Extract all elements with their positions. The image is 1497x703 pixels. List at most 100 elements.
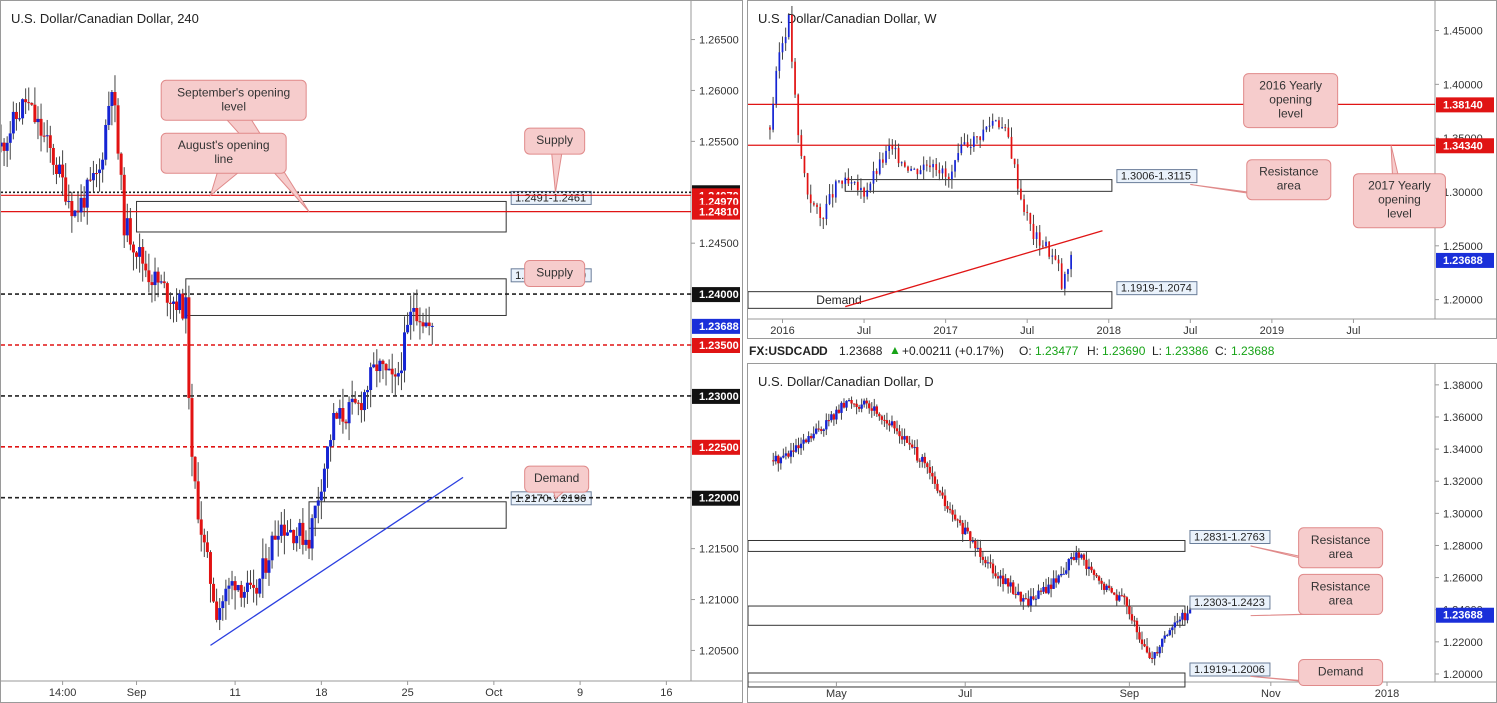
candle-body	[107, 105, 111, 125]
daily-chart-title: U.S. Dollar/Canadian Dollar, D	[758, 374, 934, 389]
candle-body	[187, 297, 191, 399]
candle-body	[1019, 591, 1022, 602]
candle-body	[988, 125, 991, 127]
candle-body	[802, 439, 805, 444]
candle-body	[941, 168, 944, 174]
candle-body	[963, 142, 966, 145]
candle-body	[794, 445, 798, 452]
candle-body	[36, 118, 40, 123]
candle-body	[797, 94, 800, 136]
candle-body	[258, 578, 262, 594]
candle-body	[872, 171, 875, 184]
zone-label: 1.2170-1.2196	[515, 493, 586, 505]
daily-chart-panel[interactable]: U.S. Dollar/Canadian Dollar, D 1.38000 1.…	[747, 363, 1497, 703]
price-axis-label-bg	[692, 388, 740, 404]
candle-body	[344, 421, 348, 424]
candle-body	[835, 409, 838, 420]
candle-body	[1010, 136, 1013, 159]
h4-chart-panel[interactable]: U.S. Dollar/Canadian Dollar, 240 1.26500…	[0, 0, 743, 703]
callout-text: Resistance	[1311, 533, 1371, 547]
candle-body	[847, 399, 851, 401]
candle-body	[769, 127, 771, 130]
h4-chart-svg[interactable]: 1.265001.260001.255001.250001.245001.240…	[1, 1, 742, 702]
y-tick-label: 1.20500	[699, 645, 739, 657]
zone-box	[748, 539, 1186, 552]
candle-body	[242, 591, 246, 598]
candle-body	[974, 540, 977, 549]
candle-body	[399, 370, 403, 374]
candle-body	[1118, 595, 1121, 601]
candle-body	[900, 162, 903, 164]
candle-body	[91, 173, 95, 181]
candle-body	[803, 156, 806, 174]
candle-body	[1024, 598, 1028, 600]
candle-body	[888, 423, 891, 426]
callout-text: 2016 Yearly	[1259, 79, 1322, 93]
weekly-chart-panel[interactable]: U.S. Dollar/Canadian Dollar, W 1.45000 1.…	[747, 0, 1497, 339]
candle-body	[813, 203, 815, 205]
candle-body	[45, 135, 49, 137]
candle-body	[893, 421, 896, 429]
x-tick-label: 11	[229, 687, 240, 699]
candle-body	[787, 14, 790, 38]
x-tick-label: Sep	[1120, 688, 1140, 700]
x-tick-label: 18	[315, 687, 327, 699]
candle-body	[131, 244, 135, 253]
candle-body	[1062, 573, 1065, 575]
candle-body	[1158, 646, 1161, 654]
candle-body	[347, 402, 351, 424]
candle-body	[984, 559, 987, 564]
candle-body	[916, 447, 919, 461]
candle-body	[322, 468, 326, 492]
candle-body	[898, 431, 901, 437]
candle-body	[418, 321, 422, 323]
candle-body	[393, 374, 397, 377]
candle-body	[973, 136, 975, 147]
candle-body	[224, 588, 228, 602]
candle-body	[212, 583, 216, 602]
candle-body	[1001, 127, 1003, 129]
candle-body	[1166, 634, 1169, 636]
price-axis-label: 1.22000	[699, 493, 739, 505]
candle-body	[954, 160, 956, 172]
zone-label: 1.1919-1.2074	[1121, 283, 1192, 295]
candle-body	[919, 170, 922, 175]
candle-body	[406, 324, 410, 333]
candle-body	[1148, 652, 1151, 659]
zone-label: 1.3006-1.3115	[1121, 171, 1191, 183]
candle-body	[953, 514, 957, 520]
candle-body	[784, 453, 788, 456]
candle-body	[1063, 274, 1066, 289]
candle-body	[378, 360, 382, 372]
candle-body	[1120, 595, 1124, 597]
candle-body	[94, 173, 98, 175]
candle-body	[396, 373, 400, 377]
candle-body	[998, 120, 1000, 128]
candle-body	[989, 562, 992, 564]
candle-body	[856, 181, 859, 191]
candle-body	[1145, 646, 1149, 653]
zone-box	[748, 605, 1186, 626]
candle-body	[42, 135, 46, 137]
candle-body	[938, 169, 941, 174]
candle-body	[985, 126, 988, 130]
candle-body	[863, 187, 865, 197]
candle-body	[994, 573, 997, 577]
weekly-chart-svg[interactable]: 1.450001.400001.350001.300001.250001.200…	[748, 1, 1496, 338]
candle-body	[17, 118, 21, 120]
callout-text: level	[221, 99, 246, 113]
candle-body	[947, 176, 950, 180]
candle-body	[362, 392, 366, 411]
candle-body	[1090, 566, 1093, 571]
candle-body	[249, 582, 253, 585]
candle-body	[1057, 259, 1060, 264]
candle-body	[875, 406, 879, 414]
daily-chart-svg[interactable]: 1.38000 1.36000 1.34000 1.32000 1.30000 1.280…	[748, 364, 1496, 702]
y-tick-label: 1.26000	[699, 85, 739, 97]
candle-body	[122, 174, 126, 236]
callout-text: 2017 Yearly	[1368, 179, 1431, 193]
candle-body	[772, 103, 774, 130]
y-tick-label: 1.21500	[699, 544, 739, 556]
candle-body	[165, 283, 169, 303]
x-tick-label: 2018	[1375, 688, 1399, 700]
